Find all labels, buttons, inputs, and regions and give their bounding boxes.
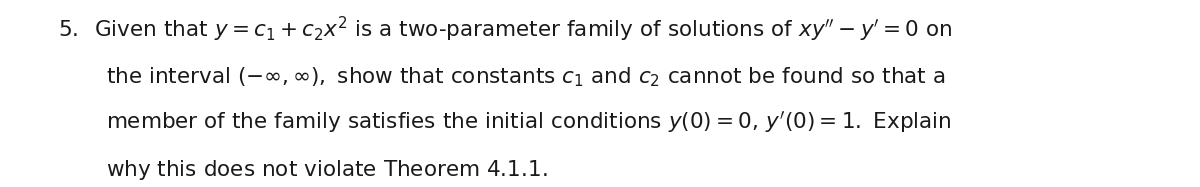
Text: $\mathsf{5.\;\;}$$\mathsf{Given\ that\ }$$y = c_1 + c_2 x^2$$\mathsf{\ is\ a\ tw: $\mathsf{5.\;\;}$$\mathsf{Given\ that\ }… [58,15,952,44]
Text: $\mathsf{the\ interval\ }$$(-\infty,\infty)$$\mathsf{,\ show\ that\ constants\ }: $\mathsf{the\ interval\ }$$(-\infty,\inf… [106,65,946,89]
Text: $\mathsf{why\ this\ does\ not\ violate\ Theorem\ 4.1.1.}$: $\mathsf{why\ this\ does\ not\ violate\ … [106,158,547,182]
Text: $\mathsf{member\ of\ the\ family\ satisfies\ the\ initial\ conditions\ }$$y(0) =: $\mathsf{member\ of\ the\ family\ satisf… [106,110,952,135]
